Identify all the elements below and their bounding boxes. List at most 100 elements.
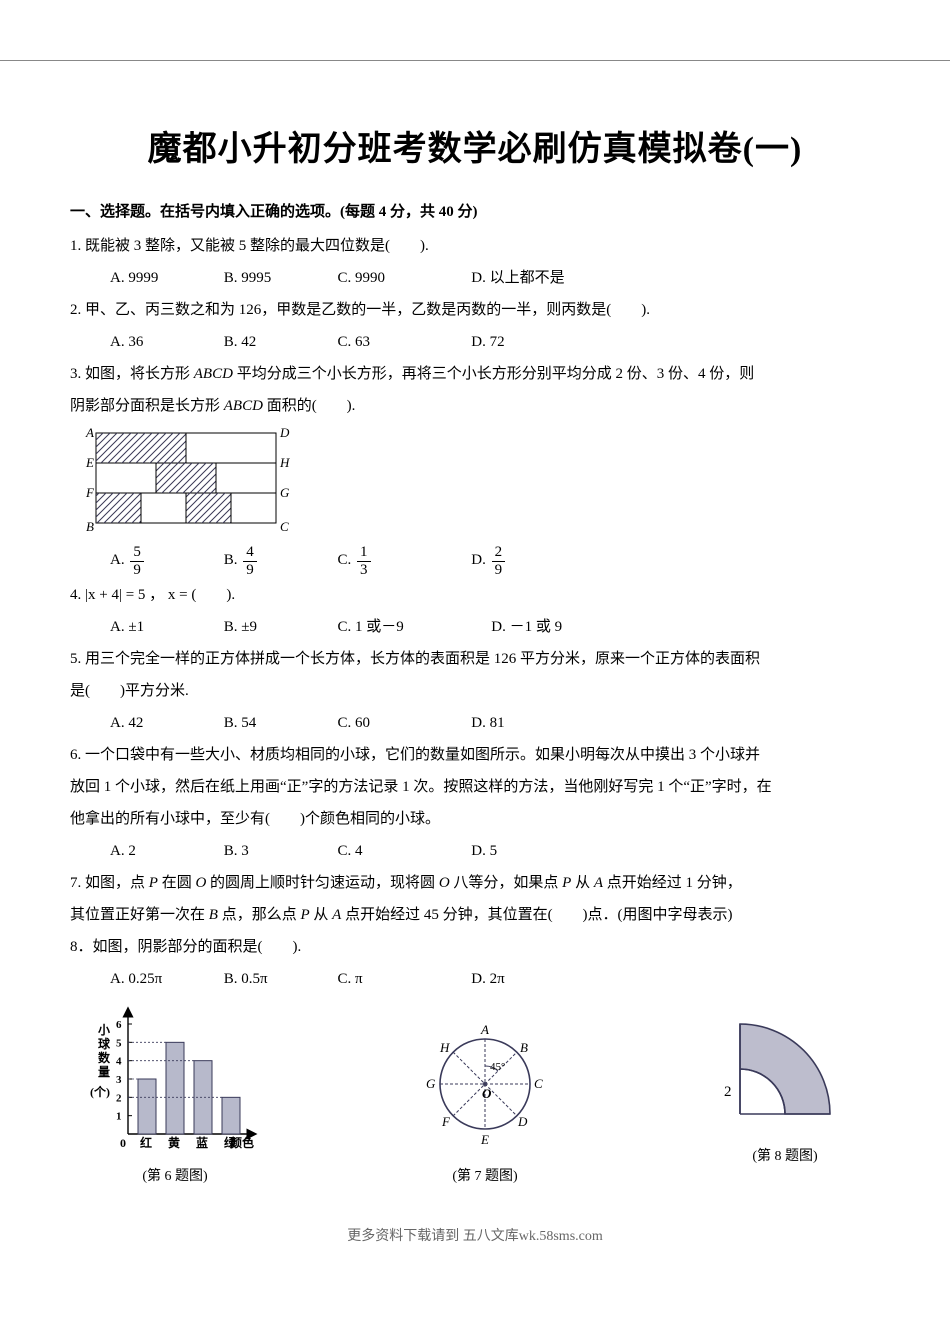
fig7-A: A xyxy=(480,1022,489,1037)
page-footer: 更多资料下载请到 五八文库wk.58sms.com xyxy=(70,1225,880,1245)
fig7-F: F xyxy=(441,1114,451,1129)
q2-opt-c: C. 63 xyxy=(338,327,468,357)
fig7-circle: 45° A B C D E F G H O xyxy=(410,1004,560,1154)
q3-opt-b-label: B. xyxy=(224,551,238,571)
frac-a: 59 xyxy=(130,544,144,578)
question-7-line1: 7. 如图，点 P 在圆 O 的圆周上顺时针匀速运动，现将圆 O 八等分，如果点… xyxy=(70,868,880,898)
fig7-caption: (第 7 题图) xyxy=(410,1165,560,1185)
question-6-line2: 放回 1 个小球，然后在纸上用画“正”字的方法记录 1 次。按照这样的方法，当他… xyxy=(70,772,880,802)
question-6-line1: 6. 一个口袋中有一些大小、材质均相同的小球，它们的数量如图所示。如果小明每次从… xyxy=(70,740,880,770)
q4-prefix: 4. xyxy=(70,587,85,603)
page-container: 魔都小升初分班考数学必刷仿真模拟卷(一) 一、选择题。在括号内填入正确的选项。(… xyxy=(0,60,950,1265)
q3-text-2a: 阴影部分面积是长方形 xyxy=(70,398,224,414)
svg-text:1: 1 xyxy=(116,1111,122,1123)
frac-d-num: 2 xyxy=(492,544,506,562)
frac-b: 49 xyxy=(243,544,257,578)
q3-opt-c-label: C. xyxy=(338,551,352,571)
figure-8: 2 (第 8 题图) xyxy=(710,1004,860,1185)
svg-text:绿: 绿 xyxy=(224,1135,237,1150)
frac-a-num: 5 xyxy=(130,544,144,562)
figure-7: 45° A B C D E F G H O (第 7 题图) xyxy=(410,1004,560,1185)
question-4: 4. |x + 4| = 5 ， x = ( ). xyxy=(70,580,880,610)
q1-opt-d: D. 以上都不是 xyxy=(471,263,631,293)
fig8-caption: (第 8 题图) xyxy=(710,1145,860,1165)
q2-opt-b: B. 42 xyxy=(224,327,334,357)
q6-opt-d: D. 5 xyxy=(471,836,631,866)
q7-t9: 从 xyxy=(310,907,333,923)
fig6-barchart: 小 球 数 量 (个) 颜色 123456 红黄蓝绿 0 xyxy=(90,1004,260,1154)
svg-text:红: 红 xyxy=(140,1135,152,1150)
q7-B1: B xyxy=(209,907,218,923)
q7-P3: P xyxy=(300,907,309,923)
fig8-shape: 2 xyxy=(710,1004,860,1134)
frac-c-den: 3 xyxy=(357,562,371,579)
q8-opt-d: D. 2π xyxy=(471,964,631,994)
fig6-yunit: (个) xyxy=(90,1084,110,1099)
question-1: 1. 既能被 3 整除，又能被 5 整除的最大四位数是( ). xyxy=(70,231,880,261)
q6-opt-c: C. 4 xyxy=(338,836,468,866)
q2-opt-a: A. 36 xyxy=(110,327,220,357)
q4-opt-d: D. －1 或 9 xyxy=(491,612,651,642)
q7-t6: 点开始经过 1 分钟， xyxy=(603,875,742,891)
fig6-yl3: 数 xyxy=(98,1050,111,1065)
q3-opt-d: D. 29 xyxy=(471,544,631,578)
q6-opt-a: A. 2 xyxy=(110,836,220,866)
frac-a-den: 9 xyxy=(130,562,144,579)
svg-text:蓝: 蓝 xyxy=(196,1135,208,1150)
fig8-label: 2 xyxy=(724,1084,732,1100)
svg-text:黄: 黄 xyxy=(168,1135,180,1150)
question-4-options: A. ±1 B. ±9 C. 1 或－9 D. －1 或 9 xyxy=(70,612,880,642)
frac-b-num: 4 xyxy=(243,544,257,562)
q7-t8: 点，那么点 xyxy=(218,907,301,923)
q3-figure: A D E H F G B C xyxy=(76,425,880,540)
q4-opt-b: B. ±9 xyxy=(224,612,334,642)
svg-text:5: 5 xyxy=(116,1037,122,1049)
question-7-line2: 其位置正好第一次在 B 点，那么点 P 从 A 点开始经过 45 分钟，其位置在… xyxy=(70,900,880,930)
label-E: E xyxy=(85,455,94,470)
question-3-line2: 阴影部分面积是长方形 ABCD 面积的( ). xyxy=(70,391,880,421)
fig6-yl2: 球 xyxy=(98,1036,111,1051)
q3-opt-b: B. 49 xyxy=(224,544,334,578)
q3-opt-a: A. 59 xyxy=(110,544,220,578)
figure-6: 小 球 数 量 (个) 颜色 123456 红黄蓝绿 0 (第 6 题图) xyxy=(90,1004,260,1185)
q7-P2: P xyxy=(562,875,571,891)
q1-opt-b: B. 9995 xyxy=(224,263,334,293)
q5-opt-b: B. 54 xyxy=(224,708,334,738)
question-3-options: A. 59 B. 49 C. 13 D. 29 xyxy=(70,544,880,578)
q7-P1: P xyxy=(149,875,158,891)
q7-t10: 点开始经过 45 分钟，其位置在( )点．(用图中字母表示) xyxy=(341,907,732,923)
svg-text:3: 3 xyxy=(116,1074,122,1086)
q4-opt-a: A. ±1 xyxy=(110,612,220,642)
fig7-B: B xyxy=(520,1040,528,1055)
q7-t3: 的圆周上顺时针匀速运动，现将圆 xyxy=(206,875,439,891)
label-H: H xyxy=(279,455,290,470)
frac-c: 13 xyxy=(357,544,371,578)
fig7-C: C xyxy=(534,1076,543,1091)
question-8-options: A. 0.25π B. 0.5π C. π D. 2π xyxy=(70,964,880,994)
q3-abcd-2: ABCD xyxy=(224,398,263,414)
fig6-yl4: 量 xyxy=(98,1065,110,1079)
question-3: 3. 如图，将长方形 ABCD 平均分成三个小长方形，再将三个小长方形分别平均分… xyxy=(70,359,880,389)
frac-d: 29 xyxy=(492,544,506,578)
svg-text:2: 2 xyxy=(116,1092,122,1104)
label-A: A xyxy=(85,425,94,440)
frac-b-den: 9 xyxy=(243,562,257,579)
q7-t5: 从 xyxy=(571,875,594,891)
question-2: 2. 甲、乙、丙三数之和为 126，甲数是乙数的一半，乙数是丙数的一半，则丙数是… xyxy=(70,295,880,325)
q1-opt-a: A. 9999 xyxy=(110,263,220,293)
q1-opt-c: C. 9990 xyxy=(338,263,468,293)
q6-opt-b: B. 3 xyxy=(224,836,334,866)
svg-text:0: 0 xyxy=(120,1136,126,1150)
question-8: 8．如图，阴影部分的面积是( ). xyxy=(70,932,880,962)
question-5-options: A. 42 B. 54 C. 60 D. 81 xyxy=(70,708,880,738)
fig7-H: H xyxy=(439,1040,450,1055)
q5-opt-a: A. 42 xyxy=(110,708,220,738)
label-F: F xyxy=(85,485,95,500)
question-2-options: A. 36 B. 42 C. 63 D. 72 xyxy=(70,327,880,357)
q3-rect-diagram: A D E H F G B C xyxy=(76,425,291,535)
q7-t1: 7. 如图，点 xyxy=(70,875,149,891)
fig7-O: O xyxy=(482,1086,492,1101)
page-title: 魔都小升初分班考数学必刷仿真模拟卷(一) xyxy=(70,121,880,170)
question-6-options: A. 2 B. 3 C. 4 D. 5 xyxy=(70,836,880,866)
fig7-angle: 45° xyxy=(490,1061,505,1073)
